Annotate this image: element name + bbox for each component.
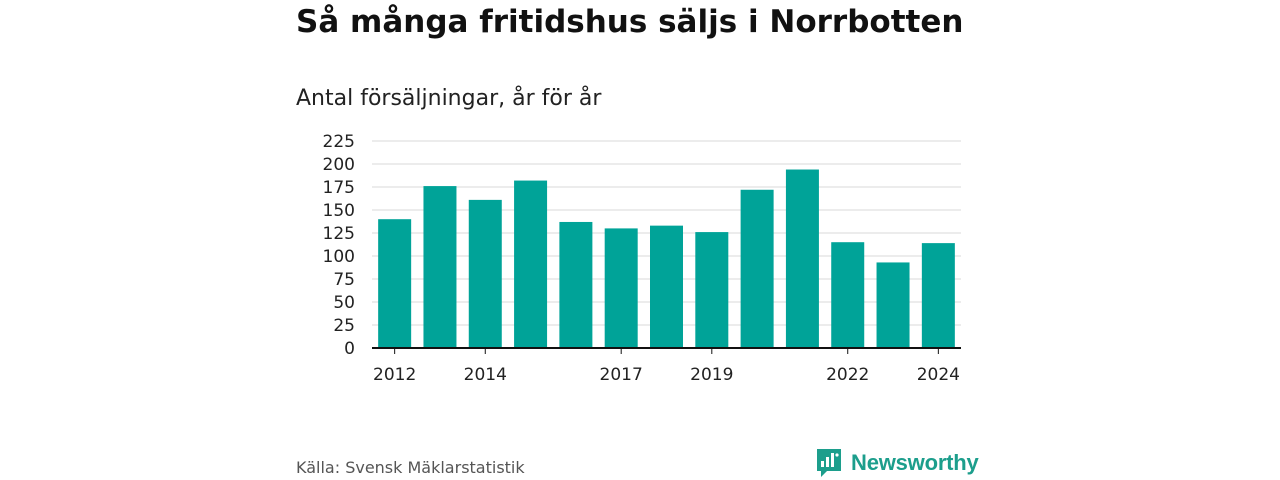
bar-2015 <box>514 180 548 348</box>
y-axis-labels: 0 25 50 75 100 125 150 175 200 225 <box>323 132 355 359</box>
bar-2014 <box>468 199 502 348</box>
bars <box>378 169 955 348</box>
bar-2018 <box>650 225 683 348</box>
chart-title: Så många fritidshus säljs i Norrbotten <box>296 4 964 40</box>
y-tick-label: 125 <box>323 224 355 244</box>
x-tick-label: 2012 <box>373 365 416 385</box>
y-tick-label: 75 <box>333 270 355 290</box>
source-note: Källa: Svensk Mäklarstatistik <box>296 458 525 477</box>
x-tick-label: 2024 <box>917 365 960 385</box>
bar-2016 <box>559 221 593 348</box>
bar-2023 <box>876 262 910 348</box>
x-axis-labels: 2012 2014 2017 2019 2022 2024 <box>373 348 960 385</box>
bar-2019 <box>695 232 729 348</box>
bar-2017 <box>604 228 638 348</box>
y-tick-label: 0 <box>344 339 355 359</box>
x-tick-label: 2014 <box>464 365 507 385</box>
y-tick-label: 175 <box>323 178 355 198</box>
bar-2021 <box>785 169 819 348</box>
brand-name: Newsworthy <box>851 450 979 475</box>
y-tick-label: 25 <box>333 316 355 336</box>
y-tick-label: 50 <box>333 293 355 313</box>
chart-subtitle: Antal försäljningar, år för år <box>296 86 602 111</box>
bar-2020 <box>740 189 774 348</box>
x-tick-label: 2017 <box>600 365 643 385</box>
y-tick-label: 150 <box>323 201 355 221</box>
bar-2024 <box>921 243 955 348</box>
y-tick-label: 225 <box>323 132 355 152</box>
y-tick-label: 200 <box>323 155 355 175</box>
newsworthy-logo-icon <box>817 449 841 477</box>
y-tick-label: 100 <box>323 247 355 267</box>
x-tick-label: 2022 <box>826 365 869 385</box>
bar-2012 <box>378 219 412 348</box>
bar-2013 <box>423 186 457 348</box>
x-tick-label: 2019 <box>690 365 733 385</box>
bar-2022 <box>831 242 865 348</box>
brand-logo: Newsworthy <box>815 446 979 480</box>
